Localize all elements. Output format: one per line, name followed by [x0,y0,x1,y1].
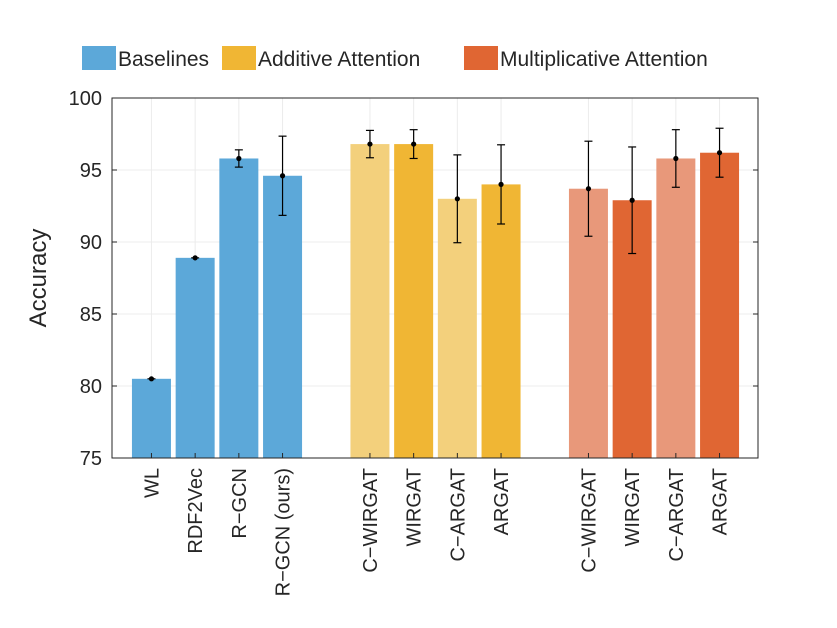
mean-marker-2-2 [673,155,679,162]
mean-marker-0-3 [279,173,286,179]
x-tick-label-2-1: WIRGAT [622,468,644,547]
mean-marker-1-3 [498,181,504,187]
bar-0-3 [263,175,303,458]
bar-1-1 [394,144,434,458]
plot-frame [111,97,759,459]
x-tick-label-0-3: R−GCN (ours) [273,468,295,596]
legend-swatch-1 [222,46,256,70]
x-tick-label-2-3: ARGAT [710,468,732,535]
bar-1-3 [481,184,521,458]
y-axis-title: Accuracy [25,229,52,328]
mean-marker-0-1 [192,255,198,261]
x-tick-label-1-2: C−ARGAT [447,468,469,562]
mean-marker-2-0 [585,186,592,192]
bar-2-3 [700,152,740,458]
bar-1-0 [350,144,390,458]
legend-label-2: Multiplicative Attention [500,48,708,71]
x-tick-label-2-2: C−ARGAT [666,468,688,562]
y-tick-labels: 75 80 85 90 95 100 [69,88,758,470]
mean-marker-1-2 [454,196,460,202]
y-tick-label: 90 [80,232,102,254]
x-tick-label-0-0: WL [141,468,163,498]
bar-2-2 [656,158,696,459]
x-tick-labels: WL RDF2Vec R−GCN R−GCN (ours) C−WIRGAT WIRGAT… [141,453,732,596]
legend-label-0: Baselines [118,48,209,71]
y-tick-label: 75 [80,448,102,470]
y-tick-label: 95 [80,160,102,182]
mean-marker-1-0 [367,141,373,147]
error-bars [147,127,724,382]
mean-marker-0-0 [148,376,155,382]
bar-0-1 [175,257,215,458]
legend-swatch-0 [82,46,116,70]
x-tick-label-1-3: ARGAT [491,468,513,535]
y-tick-label: 80 [80,376,102,398]
bar-0-0 [131,378,171,458]
x-tick-label-0-1: RDF2Vec [185,468,207,554]
bar-0-2 [219,158,259,459]
axes [111,97,759,459]
mean-marker-2-1 [629,197,635,203]
legend: Baselines Additive Attention Multiplicativ… [82,46,708,71]
mean-marker-0-2 [236,155,242,162]
x-tick-label-1-0: C−WIRGAT [360,468,382,573]
legend-label-1: Additive Attention [258,48,420,71]
x-tick-label-0-2: R−GCN [229,468,251,539]
mean-marker-1-1 [411,141,417,147]
y-tick-label: 100 [69,88,102,110]
x-tick-label-1-1: WIRGAT [404,468,426,547]
x-tick-label-2-0: C−WIRGAT [578,468,600,573]
mean-marker-2-3 [716,150,723,156]
legend-swatch-2 [464,46,498,70]
bars [131,144,740,459]
y-tick-label: 85 [80,304,102,326]
